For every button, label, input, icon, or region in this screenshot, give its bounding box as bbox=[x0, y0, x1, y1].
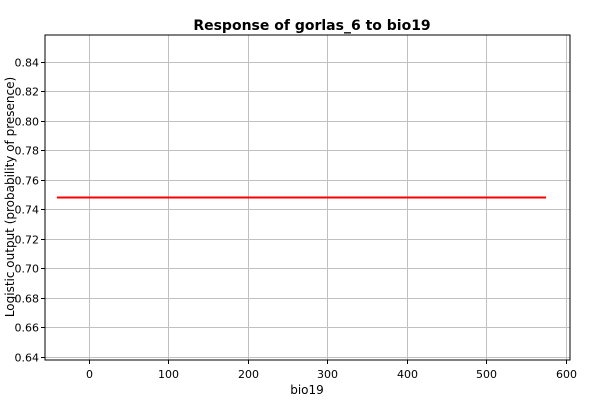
x-tick-label: 200 bbox=[238, 368, 259, 381]
y-tick-label: 0.80 bbox=[15, 116, 40, 129]
y-axis-label: Logistic output (probability of presence… bbox=[3, 77, 17, 317]
y-tick-label: 0.66 bbox=[15, 322, 40, 335]
x-tick-label: 100 bbox=[158, 368, 179, 381]
x-tick-label: 400 bbox=[397, 368, 418, 381]
y-tick-label: 0.64 bbox=[15, 352, 40, 365]
plot-border bbox=[44, 34, 571, 361]
y-tick-label: 0.70 bbox=[15, 263, 40, 276]
y-tick-label: 0.72 bbox=[15, 234, 40, 247]
y-tick-label: 0.68 bbox=[15, 293, 40, 306]
x-axis-ticks: 0 100 200 300 400 500 600 bbox=[86, 360, 577, 381]
grid bbox=[45, 35, 570, 360]
x-tick-label: 0 bbox=[86, 368, 93, 381]
x-tick-label: 600 bbox=[556, 368, 577, 381]
y-tick-label: 0.82 bbox=[15, 86, 40, 99]
y-tick-label: 0.84 bbox=[15, 57, 40, 70]
y-tick-label: 0.78 bbox=[15, 145, 40, 158]
y-tick-label: 0.76 bbox=[15, 175, 40, 188]
chart-title: Response of gorlas_6 to bio19 bbox=[193, 18, 430, 34]
x-axis-label: bio19 bbox=[290, 383, 324, 397]
y-tick-label: 0.74 bbox=[15, 204, 40, 217]
x-tick-label: 500 bbox=[476, 368, 497, 381]
x-tick-label: 300 bbox=[317, 368, 338, 381]
y-axis-ticks: 0.64 0.66 0.68 0.70 0.72 0.74 0.76 0.78 0.80 0.82… bbox=[15, 57, 45, 365]
